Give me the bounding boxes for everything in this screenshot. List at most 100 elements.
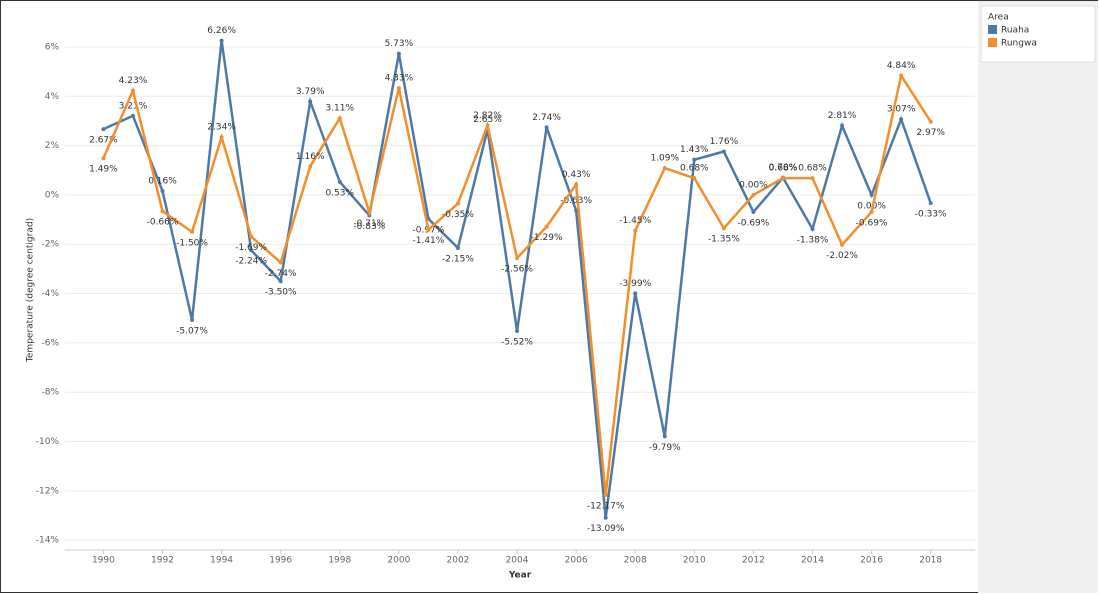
point: [396, 86, 401, 91]
y-tick-label: 2%: [45, 141, 60, 151]
x-tick-label: 2016: [860, 556, 883, 566]
data-label: 3.79%: [296, 87, 325, 97]
point: [928, 119, 933, 124]
y-tick-label: -4%: [41, 289, 59, 299]
point: [751, 209, 756, 214]
data-label: 1.76%: [710, 137, 739, 147]
data-label: 0.16%: [148, 176, 177, 186]
x-tick-label: 2006: [565, 556, 588, 566]
data-label: -2.24%: [235, 257, 267, 267]
point: [869, 209, 874, 214]
point: [308, 99, 313, 104]
point: [692, 157, 697, 162]
point: [840, 123, 845, 128]
y-tick-label: -14%: [36, 536, 60, 546]
data-label: -0.33%: [915, 210, 947, 220]
point: [190, 229, 195, 234]
data-label: 2.74%: [532, 113, 561, 123]
data-label: 2.81%: [828, 111, 857, 121]
point: [603, 515, 608, 520]
point: [485, 123, 490, 128]
legend-label: Ruaha: [1001, 26, 1029, 36]
x-tick-label: 2008: [624, 556, 647, 566]
point: [101, 156, 106, 161]
data-label: 0.53%: [325, 188, 354, 198]
y-tick-label: 4%: [45, 92, 60, 102]
point: [840, 242, 845, 247]
data-label: 6.26%: [207, 26, 236, 36]
legend: [980, 5, 1096, 63]
data-label: -5.52%: [501, 338, 533, 348]
point: [515, 329, 520, 334]
point: [515, 256, 520, 261]
point: [810, 176, 815, 181]
point: [574, 182, 579, 187]
x-axis-label: Year: [508, 571, 532, 581]
data-label: 2.65%: [473, 115, 502, 125]
data-label: -5.07%: [176, 326, 208, 336]
legend-label: Rungwa: [1001, 39, 1037, 49]
y-axis-label: Temperature (degree centigrad): [26, 218, 36, 363]
data-label: 1.43%: [680, 145, 709, 155]
point: [278, 260, 283, 265]
data-label: -1.35%: [708, 235, 740, 245]
legend-title: Area: [988, 13, 1009, 23]
point: [721, 149, 726, 154]
y-tick-label: -6%: [41, 338, 59, 348]
legend-swatch: [988, 25, 997, 34]
data-label: 3.07%: [887, 105, 916, 115]
data-label: 3.21%: [119, 101, 148, 111]
point: [869, 192, 874, 197]
data-label: -1.29%: [531, 233, 563, 243]
x-tick-label: 1992: [151, 556, 174, 566]
point: [721, 226, 726, 231]
x-tick-label: 2004: [506, 556, 529, 566]
legend-swatch: [988, 38, 997, 47]
data-label: -0.71%: [353, 219, 385, 229]
point: [278, 279, 283, 284]
data-label: -13.09%: [587, 524, 625, 534]
x-tick-label: 2010: [683, 556, 706, 566]
data-label: 2.82%: [473, 111, 502, 121]
side-panel: [978, 1, 1098, 593]
x-tick-label: 1996: [269, 556, 292, 566]
point: [396, 51, 401, 56]
point: [455, 245, 460, 250]
data-label: 0.70%: [769, 163, 798, 173]
point: [160, 209, 165, 214]
data-label: -1.69%: [235, 243, 267, 253]
point: [692, 176, 697, 181]
x-tick-label: 1990: [92, 556, 115, 566]
x-tick-label: 2002: [447, 556, 470, 566]
point: [574, 208, 579, 213]
point: [662, 166, 667, 171]
data-label: -2.74%: [265, 269, 297, 279]
point: [928, 201, 933, 206]
point: [751, 192, 756, 197]
point: [899, 73, 904, 78]
point: [544, 125, 549, 130]
point: [603, 493, 608, 498]
point: [662, 434, 667, 439]
point: [337, 116, 342, 121]
x-tick-label: 2000: [387, 556, 410, 566]
x-tick-label: 2012: [742, 556, 765, 566]
x-tick-label: 2014: [801, 556, 824, 566]
point: [219, 38, 224, 43]
point: [455, 201, 460, 206]
point: [101, 127, 106, 132]
data-label: -3.99%: [619, 279, 651, 289]
point: [130, 88, 135, 93]
y-tick-label: 6%: [45, 42, 60, 52]
data-label: 4.84%: [887, 61, 916, 71]
point: [337, 179, 342, 184]
data-label: -1.45%: [619, 216, 651, 226]
data-label: -1.50%: [176, 238, 208, 248]
data-label: -1.41%: [412, 236, 444, 246]
x-tick-label: 2018: [919, 556, 942, 566]
data-label: -2.56%: [501, 265, 533, 275]
point: [633, 291, 638, 296]
data-label: -2.02%: [826, 251, 858, 261]
data-label: -0.63%: [560, 196, 592, 206]
